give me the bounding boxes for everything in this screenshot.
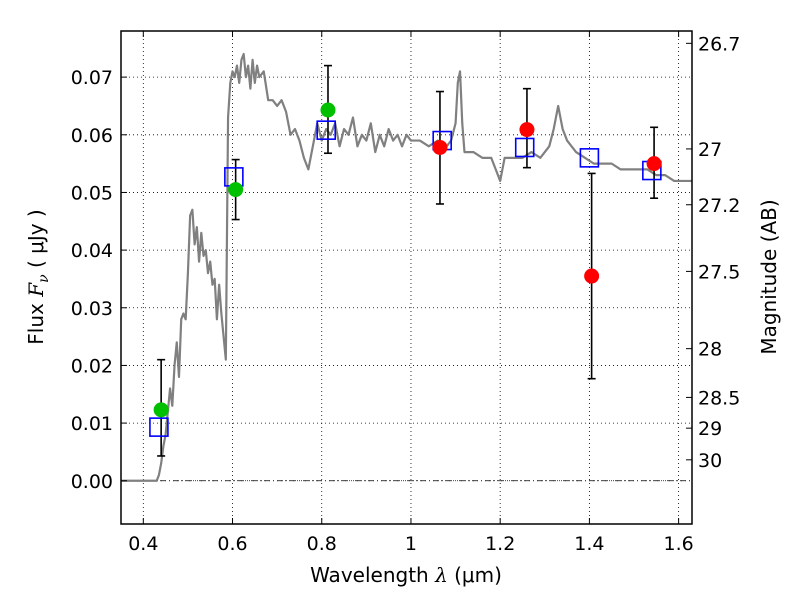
y-tick-label: 0.03 [71,298,113,320]
observed-flux-point [153,402,169,418]
observed-flux-point [228,182,244,198]
y-tick-label: 0.01 [71,413,113,435]
y-tick-label: 0.06 [71,125,113,147]
x-tick-label: 0.4 [128,533,158,555]
x-tick-label: 0.6 [217,533,247,555]
grid [121,31,692,524]
x-tick-label: 1.6 [664,533,694,555]
x-tick-label: 1.4 [574,533,604,555]
model-flux-square [316,120,337,140]
x-axis-title: Wavelength λ (μm) [310,563,502,587]
y-tick-label: 0.00 [71,471,113,493]
plot-frame [120,30,693,525]
ticks: 0.4 0.6 0.8 1 1.2 1.4 1.6 0.00 0.01 0.02 0.03 0.04 0… [71,31,740,555]
y2-tick-label: 26.7 [698,33,740,55]
x-tick-label: 1 [405,533,417,555]
y-tick-label: 0.02 [71,355,113,377]
y2-axis-title: Magnitude (AB) [757,199,781,354]
y2-tick-label: 27 [698,139,722,161]
x-tick-label: 0.8 [307,533,337,555]
observed-flux-point [584,268,600,284]
y-tick-label: 0.05 [71,182,113,204]
y2-tick-label: 27.2 [698,195,740,217]
plot-content [121,52,692,482]
y-tick-label: 0.04 [71,240,113,262]
y2-tick-label: 27.5 [698,261,740,283]
y2-tick-label: 28.5 [698,387,740,409]
y2-tick-label: 29 [698,418,722,440]
observed-flux-point [320,102,336,118]
model-flux-square [579,148,600,168]
y-axis-title: Flux Fν ( μJy ) [24,209,52,344]
x-tick-label: 1.2 [485,533,515,555]
y2-tick-label: 28 [698,339,722,361]
model-flux-square [149,417,169,437]
y2-tick-label: 30 [698,450,722,472]
observed-flux-point [432,139,448,155]
observed-flux-point [519,122,535,138]
observed-flux-point [646,156,662,172]
model-spectrum-line [121,52,692,482]
y-tick-label: 0.07 [71,67,113,89]
model-flux-square [514,137,535,158]
